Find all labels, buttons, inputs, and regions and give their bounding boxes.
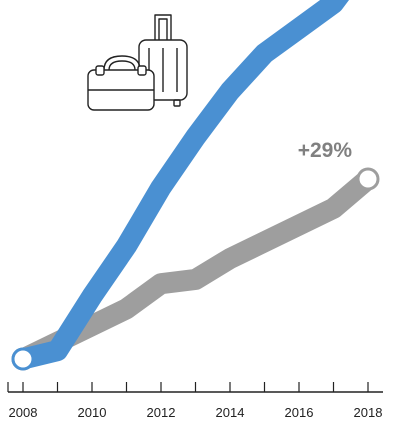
x-tick-label: 2016 [285,405,314,420]
luggage-icon [87,14,188,111]
series-1: +70% [11,0,350,371]
end-point [356,167,380,191]
series-line [12,0,350,370]
x-tick-label: 2014 [216,405,245,420]
start-point [11,347,35,371]
x-tick-label: 2018 [354,405,383,420]
x-tick-label: 2010 [78,405,107,420]
x-tick-label: 2008 [9,405,38,420]
x-tick-label: 2012 [147,405,176,420]
x-axis: 2008 2010 2012 2014 2016 2018 [7,382,383,420]
end-label: +29% [298,139,353,162]
